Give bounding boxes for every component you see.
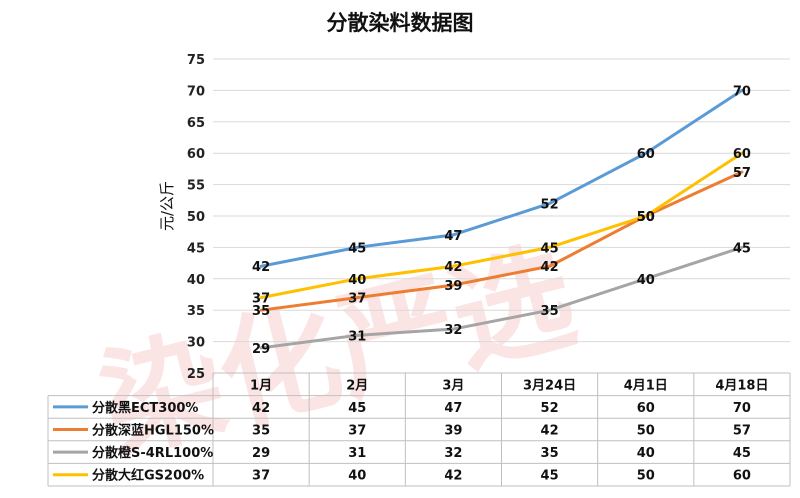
table-cell-value: 37 [252,469,270,484]
table-cell-value: 60 [637,401,655,416]
table-cell-value: 35 [252,424,270,439]
y-tick-label: 50 [187,210,205,225]
data-label: 47 [444,229,462,244]
data-label: 42 [541,260,559,275]
y-tick-label: 55 [187,179,205,194]
table-cell-value: 42 [444,469,462,484]
category-label: 4月1日 [624,378,668,393]
table-cell-value: 40 [637,446,655,461]
y-tick-label: 70 [187,84,205,99]
table-cell-value: 52 [541,401,559,416]
table-cell-value: 45 [348,401,366,416]
legend-entry: 分散橙S-4RL100% [92,445,213,461]
legend-entry: 分散大红GS200% [92,468,204,484]
data-label: 32 [444,323,462,338]
table-cell-value: 42 [541,424,559,439]
table-cell-value: 29 [252,446,270,461]
table-cell-value: 50 [637,424,655,439]
series-line [259,151,744,300]
table-cell-value: 40 [348,469,366,484]
y-tick-label: 35 [187,304,205,319]
data-label: 45 [541,241,559,256]
legend-entry: 分散深蓝HGL150% [92,423,214,439]
y-axis-ticks: 25 30 35 40 45 50 55 60 65 70 75 [187,53,205,382]
data-label: 45 [733,241,751,256]
data-label: 37 [252,292,270,307]
category-label: 3月24日 [523,378,576,393]
category-label: 2月 [346,378,368,393]
y-tick-label: 45 [187,241,205,256]
data-label: 57 [733,166,751,181]
series-group [259,88,744,350]
table-cell-value: 32 [444,446,462,461]
series-line [259,170,744,312]
table-cell-value: 42 [252,401,270,416]
table-cell-value: 39 [444,424,462,439]
y-tick-label: 30 [187,336,205,351]
category-label: 3月 [442,378,464,393]
table-cell-value: 37 [348,424,366,439]
grid-lines [213,58,790,374]
table-cell-value: 70 [733,401,751,416]
data-label: 29 [252,342,270,357]
y-tick-label: 40 [187,273,205,288]
y-axis-label: 元/公斤 [158,181,176,231]
table-cell-value: 50 [637,469,655,484]
table-cell-value: 57 [733,424,751,439]
table-cell-value: 47 [444,401,462,416]
data-label: 39 [444,279,462,294]
chart-title: 分散染料数据图 [327,11,474,35]
data-label: 70 [733,84,751,99]
data-label: 60 [637,147,655,162]
data-label: 60 [733,147,751,162]
table-cell-value: 45 [541,469,559,484]
y-tick-label: 65 [187,116,205,131]
data-label: 37 [348,292,366,307]
category-label: 4月18日 [715,378,768,393]
data-label: 50 [637,210,655,225]
data-label: 40 [637,273,655,288]
table-cell-value: 45 [733,446,751,461]
data-label: 52 [541,197,559,212]
series-line [259,245,744,350]
table-cell-value: 31 [348,446,366,461]
y-tick-label: 25 [187,367,205,382]
data-label: 42 [252,260,270,275]
data-label: 50 [637,210,655,225]
y-tick-label: 60 [187,147,205,162]
data-label: 45 [348,241,366,256]
category-label: 1月 [250,378,272,393]
series-line [259,88,744,268]
data-label: 35 [252,304,270,319]
y-tick-label: 75 [187,53,205,68]
data-label: 31 [348,329,366,344]
table-cell-value: 60 [733,469,751,484]
table-cell-value: 35 [541,446,559,461]
legend-entry: 分散黑ECT300% [92,400,198,416]
data-label: 35 [541,304,559,319]
data-label: 40 [348,273,366,288]
data-label: 42 [444,260,462,275]
